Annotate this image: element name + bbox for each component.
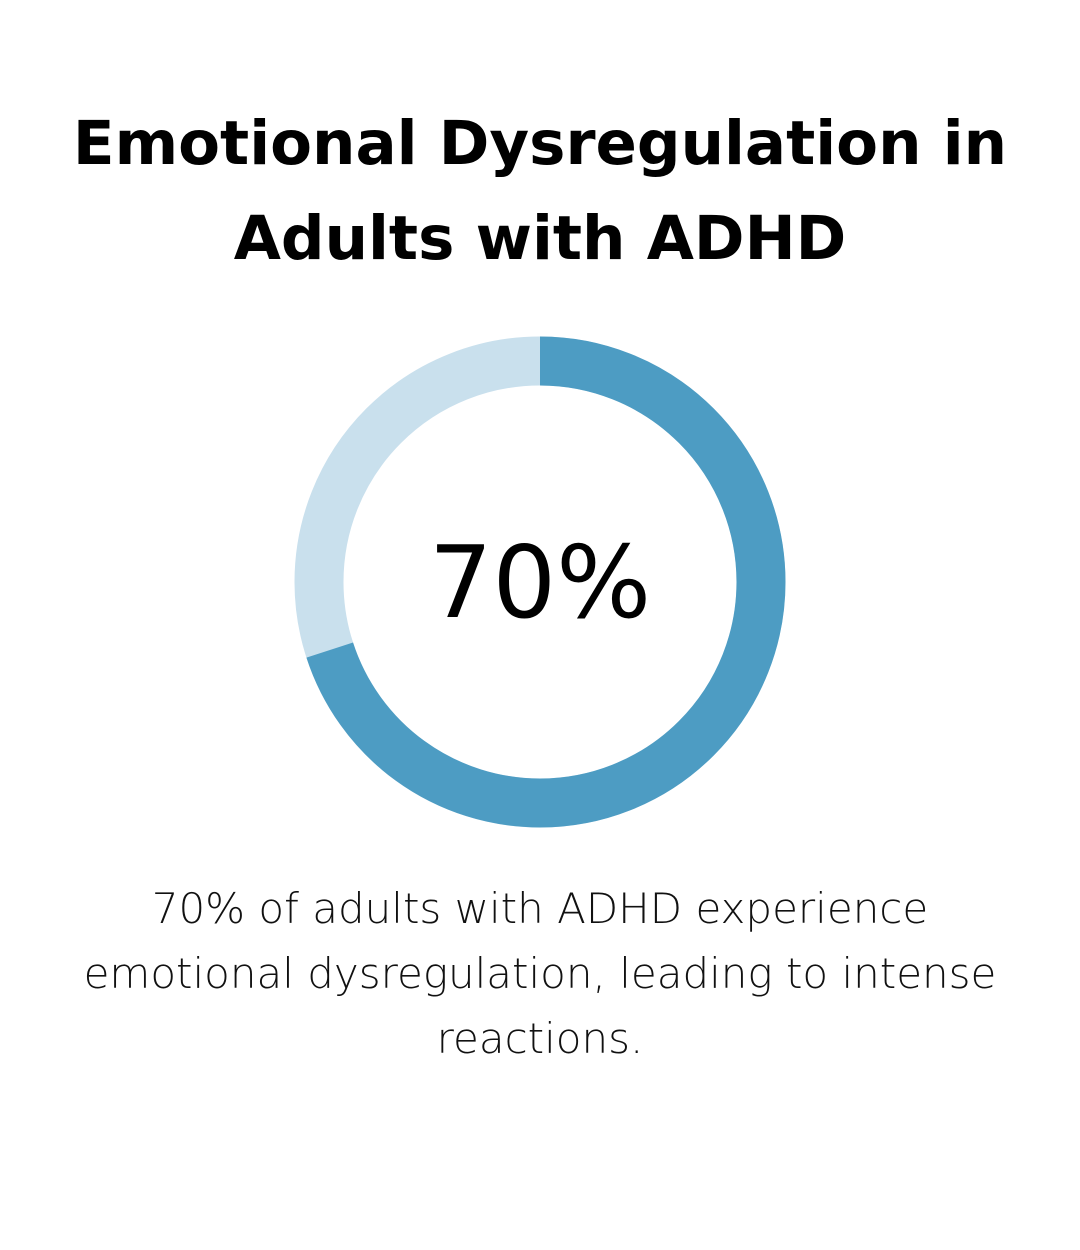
donut-chart: 70%: [290, 332, 790, 832]
center-value-label: 70%: [429, 524, 651, 641]
donut-value-slice: [294, 336, 786, 828]
donut-chart-svg: 70%: [294, 336, 786, 828]
description-text: 70% of adults with ADHD experience emoti…: [83, 884, 997, 1063]
page-title: Emotional Dysregulation in Adults with A…: [72, 108, 1008, 274]
